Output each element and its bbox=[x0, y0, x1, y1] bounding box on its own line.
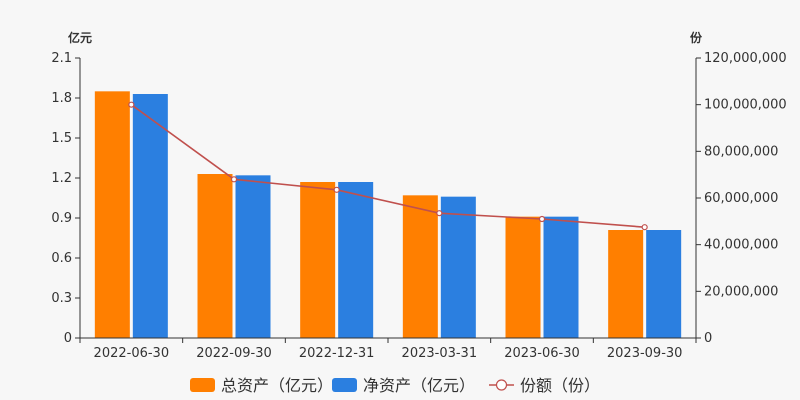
y-left-tick-label: 0 bbox=[64, 331, 72, 346]
bar bbox=[338, 182, 374, 338]
y-left-tick-label: 0.6 bbox=[51, 251, 72, 266]
bar bbox=[505, 216, 541, 338]
bar bbox=[646, 230, 682, 338]
legend-swatch bbox=[332, 378, 357, 392]
legend-marker bbox=[495, 379, 508, 391]
bar bbox=[235, 175, 271, 338]
series-line bbox=[130, 104, 645, 228]
bar bbox=[300, 182, 336, 338]
line-point bbox=[230, 176, 238, 183]
y-right-tick-label: 0 bbox=[704, 331, 712, 346]
y-left-tick-label: 1.2 bbox=[51, 171, 72, 186]
y-right-tick-label: 20,000,000 bbox=[704, 284, 778, 299]
bar bbox=[197, 174, 233, 338]
legend-label: 总资产（亿元） bbox=[221, 376, 333, 395]
x-tick-label: 2022-09-30 bbox=[196, 346, 272, 361]
legend-label: 份额（份） bbox=[520, 376, 600, 395]
y-left-tick-label: 1.5 bbox=[51, 131, 72, 146]
y-left-tick-label: 0.3 bbox=[51, 291, 72, 306]
bar bbox=[440, 196, 476, 338]
bar bbox=[543, 216, 579, 338]
x-tick-label: 2022-06-30 bbox=[94, 346, 170, 361]
legend-swatch bbox=[190, 378, 215, 392]
y-left-tick-label: 2.1 bbox=[51, 51, 72, 66]
x-tick-label: 2022-12-31 bbox=[299, 346, 375, 361]
y-right-axis-title: 份 bbox=[690, 30, 703, 45]
x-tick-label: 2023-06-30 bbox=[504, 346, 580, 361]
bar bbox=[608, 230, 644, 338]
line-point bbox=[641, 224, 648, 231]
legend-label: 净资产（亿元） bbox=[363, 376, 475, 395]
y-right-tick-label: 100,000,000 bbox=[704, 98, 787, 113]
y-left-axis-title: 亿元 bbox=[68, 30, 92, 45]
x-tick-label: 2023-09-30 bbox=[607, 346, 683, 361]
line-point bbox=[128, 101, 135, 108]
bar bbox=[132, 94, 168, 338]
y-left-tick-label: 0.9 bbox=[51, 211, 72, 226]
line-point bbox=[333, 186, 340, 193]
y-right-tick-label: 40,000,000 bbox=[704, 238, 778, 253]
y-left-tick-label: 1.8 bbox=[51, 91, 72, 106]
y-right-tick-label: 80,000,000 bbox=[704, 144, 778, 159]
y-right-tick-label: 60,000,000 bbox=[704, 191, 778, 206]
y-right-tick-label: 120,000,000 bbox=[704, 51, 787, 66]
x-tick-label: 2023-03-31 bbox=[402, 346, 478, 361]
line-point bbox=[538, 215, 546, 223]
bar bbox=[94, 91, 130, 338]
line-point bbox=[436, 210, 443, 217]
bar bbox=[402, 195, 438, 338]
